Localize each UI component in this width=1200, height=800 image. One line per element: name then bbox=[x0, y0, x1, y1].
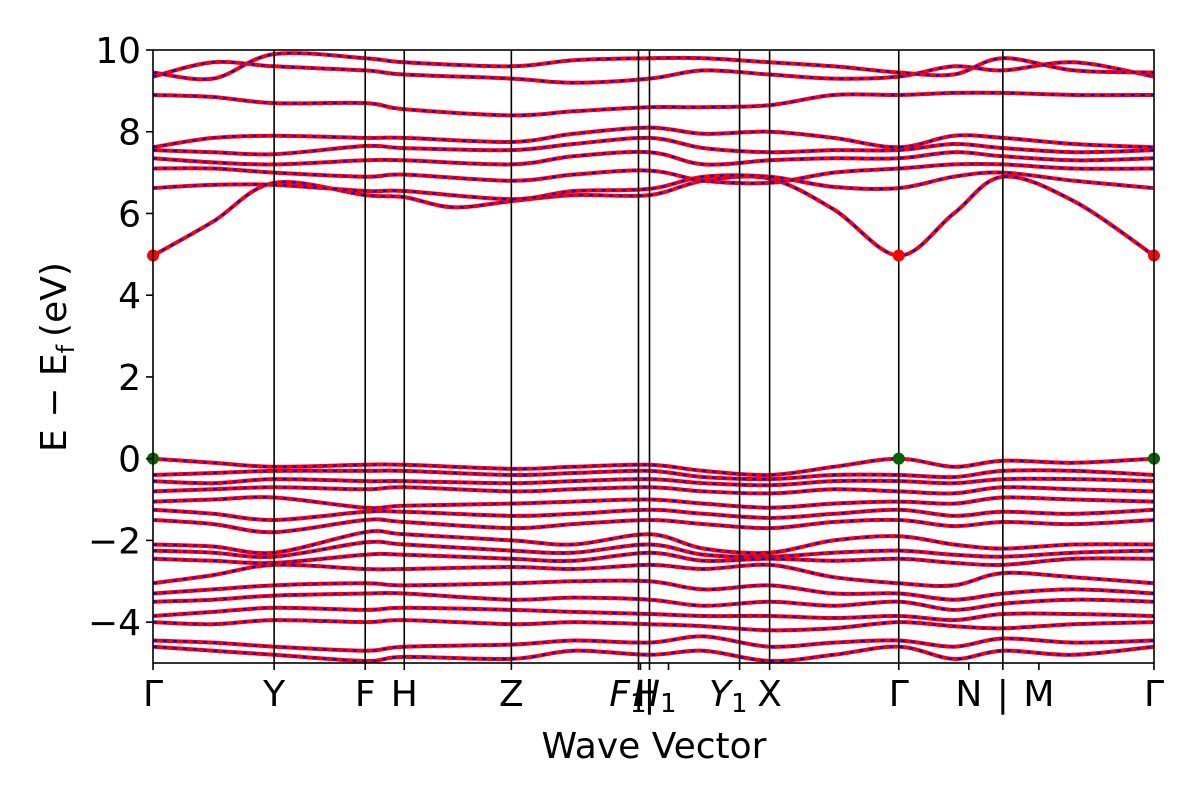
x-tick-label-8: H1 bbox=[633, 674, 677, 719]
band-spin-down-22 bbox=[153, 606, 1154, 622]
x-tick-label-5: F1 bbox=[609, 674, 646, 719]
y-tick-label-5: 6 bbox=[118, 194, 141, 235]
cbm-marker-1 bbox=[892, 249, 905, 262]
y-tick-label-2: 0 bbox=[118, 440, 141, 481]
x-tick-label-2: F bbox=[355, 674, 376, 715]
band-spin-down-23 bbox=[153, 618, 1154, 632]
x-tick-label-7: | bbox=[643, 674, 655, 715]
band-spin-up-7 bbox=[153, 59, 1154, 85]
band-spin-down-12 bbox=[153, 486, 1154, 495]
band-spin-down-19 bbox=[153, 563, 1154, 588]
x-tick-label-6: I bbox=[635, 674, 646, 715]
x-tick-label-0: Γ bbox=[143, 674, 163, 715]
band-spin-down-13 bbox=[153, 496, 1154, 510]
y-axis-label-main: E − E bbox=[34, 353, 75, 452]
y-axis: −4 −2 0 2 4 6 8 10 bbox=[88, 31, 153, 644]
band-spin-down-10 bbox=[153, 469, 1154, 481]
y-tick-label-3: 2 bbox=[118, 358, 141, 399]
x-axis: Γ Y F H Z F1I|H1 Y1 X Γ N | M Γ bbox=[143, 663, 1164, 719]
band-spin-down-8 bbox=[153, 51, 1154, 81]
y-tick-label-1: −2 bbox=[88, 521, 141, 562]
band-spin-down-15 bbox=[153, 518, 1154, 534]
y-axis-label-unit: (eV) bbox=[34, 262, 75, 337]
y-axis-label-sub: f bbox=[52, 344, 80, 353]
band-spin-down-11 bbox=[153, 477, 1154, 487]
band-spin-down-21 bbox=[153, 591, 1154, 612]
band-spin-up-16 bbox=[153, 529, 1154, 556]
x-tick-label-11: Γ bbox=[889, 674, 909, 715]
y-tick-label-6: 8 bbox=[118, 113, 141, 154]
band-spin-down-4 bbox=[153, 136, 1154, 156]
band-spin-down-7 bbox=[153, 60, 1154, 84]
band-spin-down-5 bbox=[153, 126, 1154, 149]
y-tick-label-7: 10 bbox=[95, 31, 141, 72]
band-spin-down-18 bbox=[153, 551, 1154, 567]
x-tick-label-15: Γ bbox=[1144, 674, 1164, 715]
band-spin-down-3 bbox=[153, 150, 1154, 166]
band-spin-down-6 bbox=[153, 91, 1154, 117]
x-tick-label-3: H bbox=[391, 674, 418, 715]
y-tick-label-0: −4 bbox=[88, 603, 141, 644]
band-spin-down-9 bbox=[153, 457, 1154, 477]
band-spin-down-17 bbox=[153, 540, 1154, 559]
y-axis-label: E − Ef (eV) bbox=[34, 262, 80, 452]
band-spin-down-14 bbox=[153, 508, 1154, 522]
vbm-marker-4 bbox=[892, 452, 905, 465]
y-tick-label-4: 4 bbox=[118, 276, 141, 317]
bands bbox=[153, 51, 1154, 663]
x-tick-label-9: Y1 bbox=[709, 674, 748, 719]
x-tick-label-14: M bbox=[1023, 674, 1054, 715]
band-spin-down-20 bbox=[153, 579, 1154, 601]
band-spin-down-2 bbox=[153, 162, 1154, 185]
band-spin-down-24 bbox=[153, 635, 1154, 652]
x-tick-label-10: X bbox=[757, 674, 782, 715]
x-axis-label: Wave Vector bbox=[542, 726, 767, 767]
x-tick-label-4: Z bbox=[499, 674, 524, 715]
x-tick-label-13: | bbox=[997, 674, 1009, 715]
band-spin-down-25 bbox=[153, 645, 1154, 663]
x-tick-label-12: N bbox=[955, 674, 982, 715]
band-spin-down-1 bbox=[153, 171, 1154, 201]
x-tick-label-1: Y bbox=[262, 674, 286, 715]
plot-area bbox=[147, 49, 1160, 664]
plot-frame bbox=[152, 49, 1155, 664]
